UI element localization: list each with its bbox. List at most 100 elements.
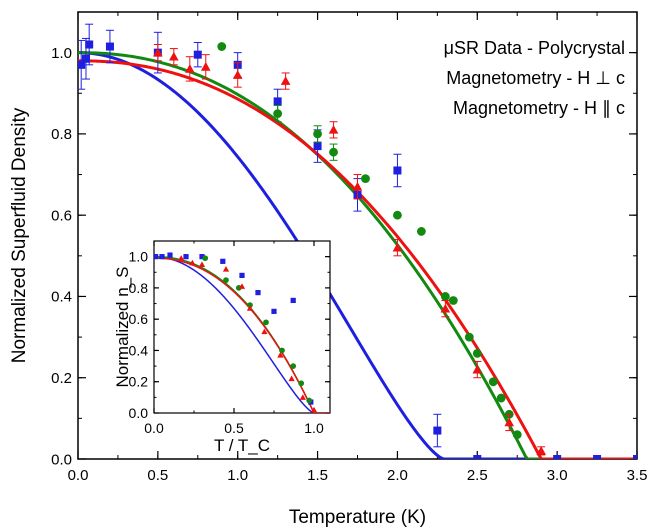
- data-point-circle: [217, 42, 227, 51]
- data-point-triangle: [261, 328, 268, 335]
- data-point-triangle: [536, 446, 546, 455]
- legend-entry-circle: Magnetometry - H ⊥ c: [446, 68, 625, 88]
- x-tick-label: 3.5: [627, 467, 648, 484]
- data-point-triangle: [198, 261, 206, 267]
- x-tick-label: 0.5: [147, 467, 168, 484]
- x-tick-label: 0.0: [144, 420, 164, 436]
- data-point-square: [271, 308, 277, 314]
- data-point-square: [290, 297, 296, 304]
- data-point-circle: [448, 296, 458, 305]
- data-point-triangle: [277, 352, 284, 358]
- data-point-triangle: [200, 62, 211, 71]
- data-point-triangle: [222, 266, 230, 272]
- y-axis-label: Normalized Superfluid Density: [9, 107, 30, 363]
- data-point-circle: [247, 302, 253, 308]
- fit-line-square: [154, 255, 330, 413]
- data-point-circle: [329, 147, 338, 157]
- plot-area: [154, 252, 330, 413]
- y-tick-label: 0.6: [129, 311, 149, 327]
- data-point-circle: [223, 277, 229, 283]
- x-tick-label: 2.5: [467, 467, 488, 484]
- plot-area: [78, 23, 637, 459]
- y-tick-label: 0.0: [129, 405, 149, 421]
- y-tick-label: 0.4: [129, 342, 149, 358]
- data-point-circle: [298, 380, 305, 387]
- data-point-triangle: [352, 181, 363, 191]
- data-point-triangle: [232, 70, 243, 79]
- legend-entry-square: μSR Data - Polycrystal: [444, 38, 625, 58]
- data-point-triangle: [280, 76, 291, 85]
- data-point-triangle: [153, 47, 163, 57]
- data-point-square: [85, 40, 94, 49]
- legend-entry-triangle: Magnetometry - H ∥ c: [453, 98, 625, 118]
- data-point-triangle: [299, 394, 306, 400]
- data-point-circle: [361, 174, 370, 184]
- fit-line-square: [78, 51, 637, 459]
- data-point-square: [593, 455, 602, 459]
- data-point-circle: [273, 109, 283, 118]
- x-tick-label: 1.0: [304, 420, 324, 436]
- data-point-triangle: [288, 375, 295, 382]
- data-point-circle: [440, 292, 450, 301]
- data-point-circle: [488, 377, 498, 387]
- data-point-square: [167, 252, 173, 258]
- inset-y-axis-label: Normalized n_S: [113, 267, 132, 388]
- legend: μSR Data - Polycrystal Magnetometry - H ⊥…: [444, 38, 625, 118]
- data-point-triangle: [504, 417, 515, 427]
- data-point-triangle: [392, 242, 403, 252]
- inset-plot: 0.0 0.5 1.0 0.0 0.2 0.4 0.6 0.8 1.0 T / T_C Normal…: [113, 240, 331, 455]
- x-tick-label: 0.0: [68, 467, 89, 484]
- inset-x-axis-label: T / T_C: [214, 436, 270, 455]
- data-point-triangle: [246, 305, 254, 311]
- data-point-circle: [393, 210, 402, 220]
- data-point-square: [183, 254, 189, 260]
- data-point-circle: [290, 363, 297, 369]
- data-point-square: [105, 42, 114, 51]
- data-point-square: [633, 455, 637, 459]
- data-point-circle: [306, 397, 313, 404]
- data-point-square: [239, 272, 245, 278]
- data-point-square: [393, 166, 402, 175]
- y-tick-label: 1.0: [129, 249, 149, 265]
- data-point-square: [154, 254, 159, 260]
- plot-frame: [153, 240, 331, 414]
- data-point-circle: [512, 430, 522, 440]
- data-point-triangle: [440, 303, 451, 313]
- data-point-triangle: [185, 64, 195, 73]
- data-point-square: [220, 258, 226, 264]
- data-point-circle: [416, 227, 426, 236]
- data-point-square: [553, 455, 562, 459]
- data-point-circle: [263, 319, 269, 326]
- x-tick-label: 1.0: [227, 467, 248, 484]
- data-point-circle: [472, 348, 482, 358]
- data-point-triangle: [178, 255, 185, 261]
- data-point-square: [193, 50, 202, 59]
- data-point-triangle: [238, 283, 246, 289]
- x-tick-label: 3.0: [547, 467, 568, 484]
- x-tick-label: 1.5: [307, 467, 328, 484]
- y-tick-label: 0.2: [51, 370, 72, 387]
- data-point-circle: [313, 129, 322, 139]
- data-point-square: [199, 254, 205, 260]
- data-point-square: [273, 97, 282, 106]
- y-tick-label: 0.8: [51, 126, 72, 143]
- data-point-circle: [279, 347, 285, 354]
- y-tick-label: 0.0: [51, 451, 72, 468]
- data-point-circle: [496, 393, 506, 403]
- y-tick-label: 0.2: [129, 374, 149, 390]
- y-tick-label: 0.6: [51, 207, 72, 224]
- data-point-square: [81, 54, 90, 63]
- y-tick-label: 0.8: [129, 280, 149, 296]
- x-tick-label: 0.5: [224, 420, 244, 436]
- data-point-triangle: [328, 125, 339, 134]
- data-point-circle: [464, 332, 474, 342]
- data-point-square: [433, 426, 442, 435]
- data-point-triangle: [310, 406, 318, 413]
- y-tick-label: 1.0: [51, 45, 72, 62]
- x-axis-label: Temperature (K): [289, 507, 426, 528]
- data-point-square: [159, 254, 165, 260]
- x-tick-label: 2.0: [387, 467, 408, 484]
- data-point-triangle: [472, 364, 483, 374]
- data-point-circle: [202, 255, 209, 262]
